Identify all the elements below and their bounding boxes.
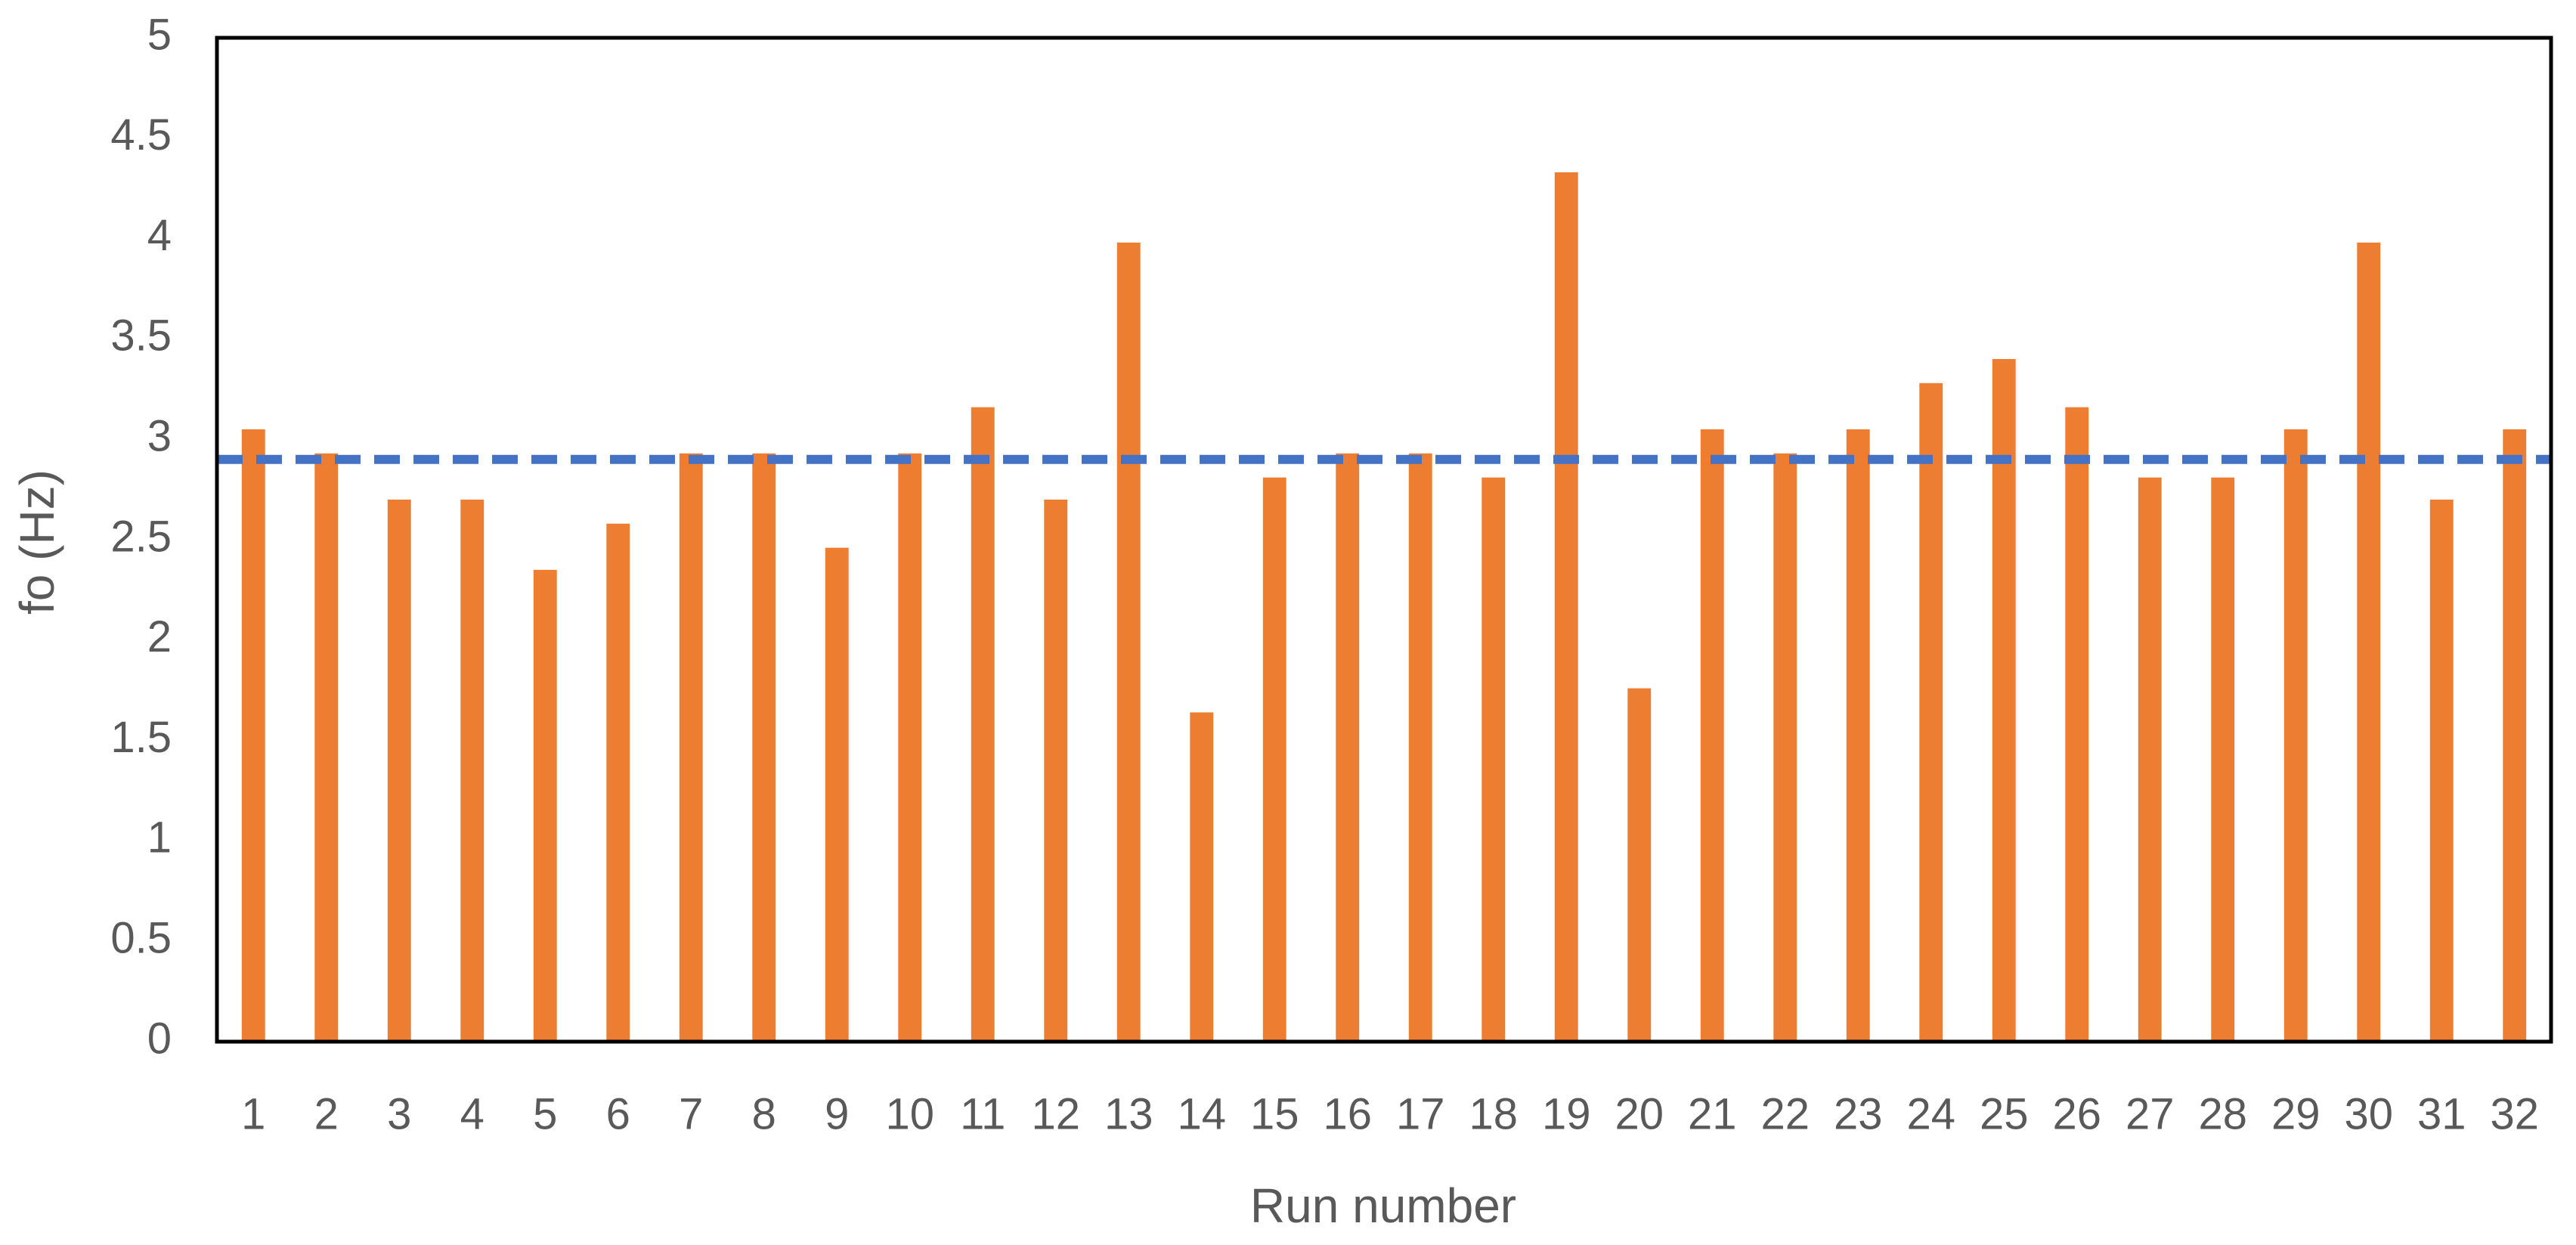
x-tick-label: 18 (1469, 1089, 1518, 1138)
bar (825, 547, 849, 1042)
bar (2503, 429, 2527, 1042)
x-tick-label: 23 (1834, 1089, 1883, 1138)
x-tick-label: 27 (2126, 1089, 2175, 1138)
x-axis-title: Run number (1250, 1178, 1516, 1233)
y-tick-label: 4.5 (110, 110, 172, 159)
x-tick-label: 26 (2052, 1089, 2101, 1138)
y-tick-label: 0.5 (110, 914, 172, 963)
bar (1627, 688, 1652, 1042)
y-tick-label: 2 (147, 612, 172, 661)
bar (1044, 499, 1068, 1042)
y-tick-label: 1.5 (110, 713, 172, 762)
x-tick-label: 9 (825, 1089, 849, 1138)
bar (387, 499, 411, 1042)
bar (971, 407, 995, 1042)
y-tick-label: 0 (147, 1014, 172, 1063)
bar (679, 453, 703, 1042)
x-tick-label: 29 (2271, 1089, 2321, 1138)
x-tick-label: 13 (1104, 1089, 1153, 1138)
bar (606, 523, 630, 1042)
bar (533, 569, 557, 1042)
x-tick-label: 11 (960, 1089, 1005, 1138)
bar (1919, 382, 1943, 1042)
bar (752, 453, 776, 1042)
x-tick-label: 20 (1615, 1089, 1664, 1138)
y-tick-label: 3.5 (110, 311, 172, 361)
bar (1482, 477, 1506, 1042)
bar (2211, 477, 2235, 1042)
x-tick-label: 6 (606, 1089, 630, 1138)
plot-frame (215, 36, 2553, 1044)
x-tick-label: 21 (1688, 1089, 1737, 1138)
y-tick-label: 5 (147, 10, 172, 59)
x-tick-label: 32 (2490, 1089, 2539, 1138)
y-axis-title: fo (Hz) (10, 469, 64, 615)
bar (1846, 429, 1870, 1042)
bar (1116, 242, 1141, 1042)
x-tick-label: 12 (1031, 1089, 1080, 1138)
bar (1700, 429, 1724, 1042)
x-tick-label: 8 (752, 1089, 776, 1138)
bar (2138, 477, 2162, 1042)
x-tick-label: 22 (1760, 1089, 1810, 1138)
x-tick-label: 15 (1250, 1089, 1299, 1138)
bar (460, 499, 485, 1042)
x-tick-label: 19 (1542, 1089, 1591, 1138)
bar (2283, 429, 2308, 1042)
x-tick-label: 28 (2198, 1089, 2247, 1138)
bar (1408, 453, 1432, 1042)
bar (1773, 453, 1797, 1042)
bar (241, 429, 265, 1042)
y-tick-label: 2.5 (110, 512, 172, 561)
bar (2065, 407, 2089, 1042)
x-tick-label: 31 (2417, 1089, 2466, 1138)
y-tick-label: 3 (147, 412, 172, 461)
x-tick-label: 17 (1396, 1089, 1445, 1138)
y-tick-label: 1 (147, 813, 172, 863)
x-tick-label: 1 (241, 1089, 265, 1138)
bar (1262, 477, 1286, 1042)
bar (1190, 712, 1214, 1042)
x-tick-label: 25 (1980, 1089, 2029, 1138)
y-tick-label: 4 (147, 211, 172, 260)
bar (898, 453, 922, 1042)
x-tick-label: 5 (533, 1089, 557, 1138)
x-tick-label: 14 (1177, 1089, 1226, 1138)
x-tick-label: 7 (679, 1089, 703, 1138)
bar (1554, 172, 1578, 1042)
x-tick-label: 4 (460, 1089, 485, 1138)
x-tick-label: 10 (885, 1089, 934, 1138)
x-tick-label: 16 (1323, 1089, 1372, 1138)
x-tick-label: 30 (2344, 1089, 2393, 1138)
bar (2357, 242, 2381, 1042)
bar (1336, 453, 1360, 1042)
bar (314, 453, 339, 1042)
x-tick-label: 24 (1906, 1089, 1955, 1138)
bar (2429, 499, 2454, 1042)
bar (1992, 358, 2016, 1042)
x-tick-label: 3 (387, 1089, 411, 1138)
x-tick-label: 2 (314, 1089, 339, 1138)
